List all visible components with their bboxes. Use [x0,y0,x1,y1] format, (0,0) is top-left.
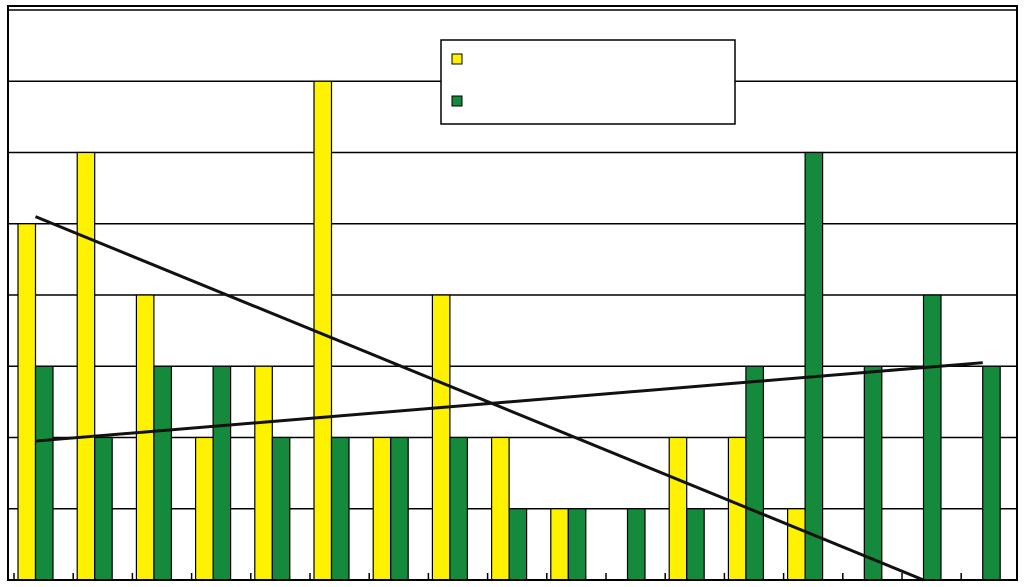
bar-series-2-cat-12 [686,508,705,581]
bar-series-1-cat-3 [135,294,155,581]
trendlines [34,215,983,582]
bar-series-1-cat-8 [431,294,451,581]
legend [440,39,736,125]
bar-series-2-cat-7 [390,436,409,581]
x-axis [8,573,1017,581]
bar-series-2-cat-1 [34,365,54,581]
bar-series-1-cat-7 [372,436,392,581]
bars [17,80,1001,581]
bar-series-2-cat-4 [212,365,232,581]
bar-series-2-cat-8 [449,436,468,581]
legend-swatch-series-1 [451,53,463,65]
trendline-series-2 [35,361,983,443]
gridlines [8,9,1017,510]
bar-series-2-cat-5 [271,436,291,581]
legend-swatch-series-2 [451,95,463,107]
bar-series-2-cat-14 [804,151,824,581]
trendline-series-1 [34,215,925,582]
bar-series-1-cat-5 [254,365,273,581]
bar-series-2-cat-16 [922,294,942,581]
bar-series-2-cat-10 [567,508,587,581]
bar-series-2-cat-3 [153,365,172,581]
bar-series-1-cat-4 [195,436,214,581]
bar-series-1-cat-1 [17,223,37,581]
bar-series-2-cat-9 [508,508,528,581]
bar-series-2-cat-2 [94,436,113,581]
bar-series-1-cat-12 [668,436,688,581]
bar-series-2-cat-13 [745,365,765,581]
bar-series-1-cat-2 [76,151,96,581]
bar-series-1-cat-13 [727,436,747,581]
bar-series-2-cat-6 [330,436,350,581]
bar-series-1-cat-9 [491,436,510,581]
bar-series-2-cat-15 [863,365,883,581]
bar-series-2-cat-11 [626,508,646,581]
legend-box [440,39,736,125]
bar-series-2-cat-17 [982,365,1001,581]
bar-series-1-cat-14 [786,508,806,581]
bar-series-1-cat-10 [550,508,569,581]
